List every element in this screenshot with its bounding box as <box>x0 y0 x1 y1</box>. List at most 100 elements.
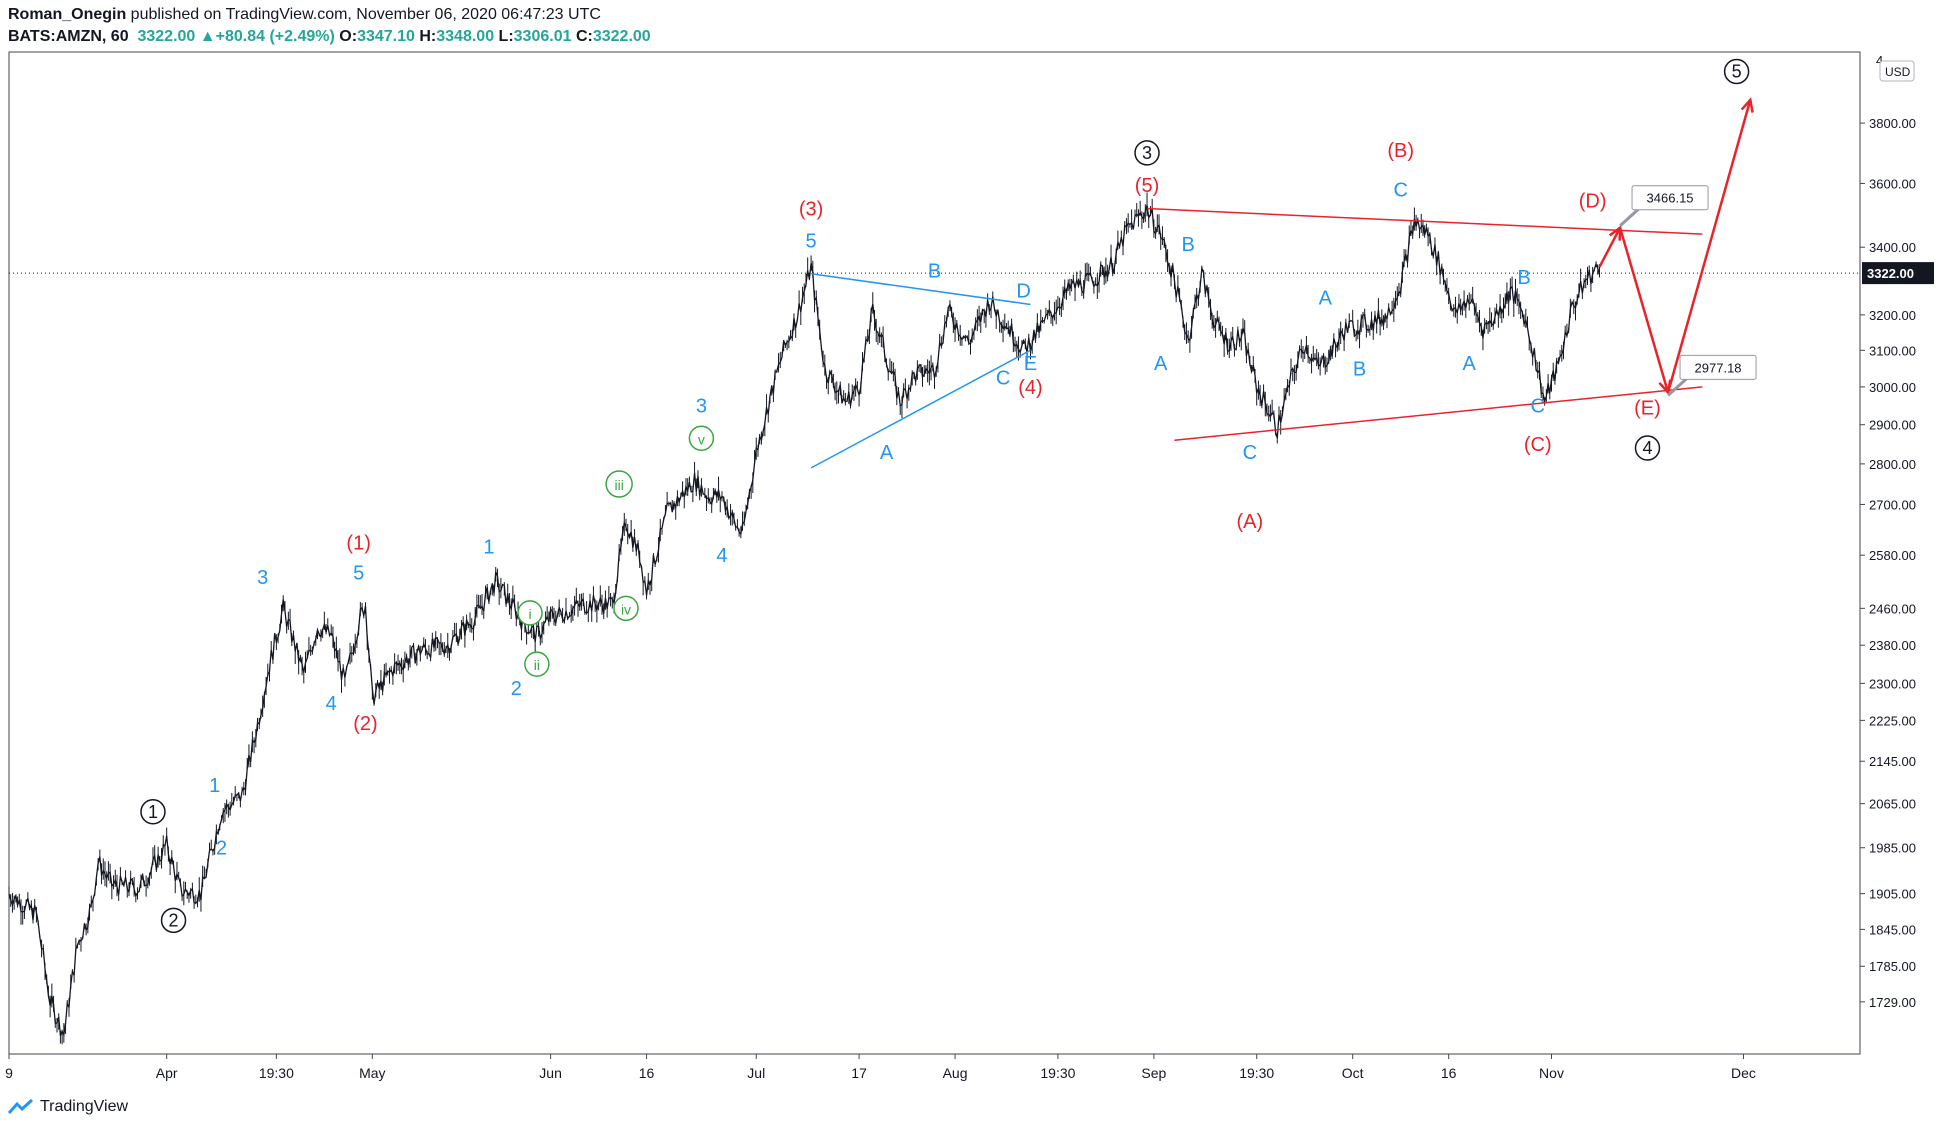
close-value: 3322.00 <box>592 28 651 45</box>
price-callout-box <box>1679 354 1757 380</box>
price-line <box>8 205 1601 1038</box>
wave-label: B <box>1181 234 1194 256</box>
triangle-lower-blue <box>810 349 1031 469</box>
wave-label: 2 <box>511 678 522 700</box>
wave-label-circle <box>1134 140 1160 166</box>
x-tick-label: May <box>359 1065 385 1081</box>
projection-segment <box>1666 99 1752 393</box>
wave-label: C <box>1393 180 1407 202</box>
x-tick-label: Jul <box>747 1065 765 1081</box>
x-tick-label: 19:30 <box>259 1065 294 1081</box>
x-tick-label: Oct <box>1342 1065 1364 1081</box>
y-tick-label-partial: 4 <box>1876 53 1883 68</box>
projection-segment <box>1598 227 1622 268</box>
triangle-upper-blue <box>810 273 1031 306</box>
wave-label: 3 <box>696 396 707 418</box>
last-price-tag <box>1862 262 1934 285</box>
arrowhead-icon <box>1740 97 1754 113</box>
y-tick-label: 1905.00 <box>1869 887 1916 902</box>
triangle-upper-red <box>1146 207 1703 235</box>
wave-label: C <box>1243 442 1257 464</box>
wave-label: D <box>1016 281 1030 303</box>
open-value: 3347.10 <box>357 28 415 45</box>
wave-label: A <box>880 442 894 464</box>
wave-label: C <box>1531 396 1545 418</box>
footer-brand: TradingView <box>8 1098 128 1116</box>
publish-line: Roman_Onegin published on TradingView.co… <box>8 4 651 26</box>
y-tick-label: 3100.00 <box>1869 343 1916 358</box>
last-price-tag-label: 3322.00 <box>1867 266 1914 281</box>
wave-label: (B) <box>1387 140 1414 162</box>
x-tick-label: Aug <box>943 1065 968 1081</box>
x-tick-label: 19:30 <box>1239 1065 1274 1081</box>
wave-label: (1) <box>346 532 370 554</box>
change-value: +80.84 (+2.49%) <box>215 28 335 45</box>
close-label: C: <box>575 28 593 45</box>
high-label: H: <box>419 28 437 45</box>
wave-label-circle <box>140 799 166 825</box>
symbol-line: BATS:AMZN, 60 3322.00 ▲+80.84 (+2.49%) O… <box>8 26 651 48</box>
low-value: 3306.01 <box>513 28 572 45</box>
wave-label: 5 <box>1732 61 1742 81</box>
y-tick-label: 2800.00 <box>1869 457 1916 472</box>
up-triangle-icon: ▲ <box>199 28 216 45</box>
wave-label-circle <box>605 470 633 498</box>
x-tick-label: 16 <box>639 1065 655 1081</box>
y-tick-label: 3600.00 <box>1869 176 1916 191</box>
wave-label: 3 <box>1142 143 1152 163</box>
wave-label: 1 <box>148 802 158 822</box>
projection-segment <box>1618 227 1670 393</box>
y-tick-label: 3200.00 <box>1869 308 1916 323</box>
price-callout-box <box>1631 185 1709 211</box>
y-tick-label: 2460.00 <box>1869 601 1916 616</box>
wave-label: B <box>1353 358 1366 380</box>
price-callout-label: 2977.18 <box>1695 360 1742 375</box>
y-tick-label: 2900.00 <box>1869 418 1916 433</box>
wave-label: E <box>1024 353 1037 375</box>
wave-label: B <box>928 260 941 282</box>
currency-label: USD <box>1885 65 1911 79</box>
triangle-lower-red <box>1174 386 1703 441</box>
wave-label: B <box>1517 267 1530 289</box>
wave-label: iv <box>621 601 631 617</box>
wave-label: A <box>1463 353 1477 375</box>
wave-label: C <box>996 368 1010 390</box>
y-tick-label: 2225.00 <box>1869 713 1916 728</box>
x-tick-label: 16 <box>1441 1065 1457 1081</box>
x-tick-label: 9 <box>5 1065 13 1081</box>
wave-label: (2) <box>353 713 377 735</box>
x-tick-label: Dec <box>1731 1065 1756 1081</box>
y-tick-label: 2580.00 <box>1869 548 1916 563</box>
x-tick-label: Jun <box>539 1065 562 1081</box>
y-tick-label: 2700.00 <box>1869 497 1916 512</box>
wave-label-circle <box>524 651 550 677</box>
y-tick-label: 1845.00 <box>1869 922 1916 937</box>
symbol-label: BATS:AMZN, 60 <box>8 28 129 45</box>
wave-label: (A) <box>1237 511 1264 533</box>
y-tick-label: 3800.00 <box>1869 116 1916 131</box>
y-tick-label: 2145.00 <box>1869 754 1916 769</box>
last-price: 3322.00 <box>137 28 196 45</box>
wave-label-circle <box>517 600 543 626</box>
wave-label-circle <box>1634 435 1661 461</box>
wave-label: A <box>1154 353 1168 375</box>
wave-label: i <box>528 606 531 622</box>
currency-badge <box>1879 60 1915 82</box>
y-tick-label: 1729.00 <box>1869 995 1916 1010</box>
y-tick-label: 2380.00 <box>1869 638 1916 653</box>
price-callout-pointer <box>1667 376 1690 397</box>
wave-label-circle <box>160 907 187 934</box>
wave-label: 4 <box>1642 438 1652 458</box>
wave-label: iii <box>614 477 623 493</box>
y-tick-label: 3000.00 <box>1869 380 1916 395</box>
author-name[interactable]: Roman_Onegin <box>8 6 127 23</box>
chart-header: Roman_Onegin published on TradingView.co… <box>8 4 651 48</box>
wave-label: (5) <box>1135 175 1159 197</box>
x-tick-label: 19:30 <box>1040 1065 1075 1081</box>
wave-label: 2 <box>216 838 227 860</box>
brand-text[interactable]: TradingView <box>40 1098 129 1115</box>
wave-label: 5 <box>353 563 364 585</box>
wave-label-circle <box>613 595 639 622</box>
wave-label: (E) <box>1634 398 1661 420</box>
